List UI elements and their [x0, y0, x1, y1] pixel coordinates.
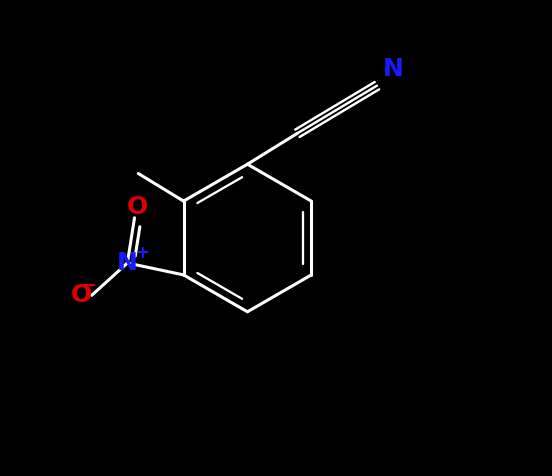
Text: N: N [117, 251, 138, 275]
Text: O: O [71, 283, 92, 307]
Text: −: − [81, 276, 98, 294]
Text: N: N [383, 57, 404, 81]
Text: +: + [136, 245, 150, 262]
Text: O: O [126, 195, 147, 219]
